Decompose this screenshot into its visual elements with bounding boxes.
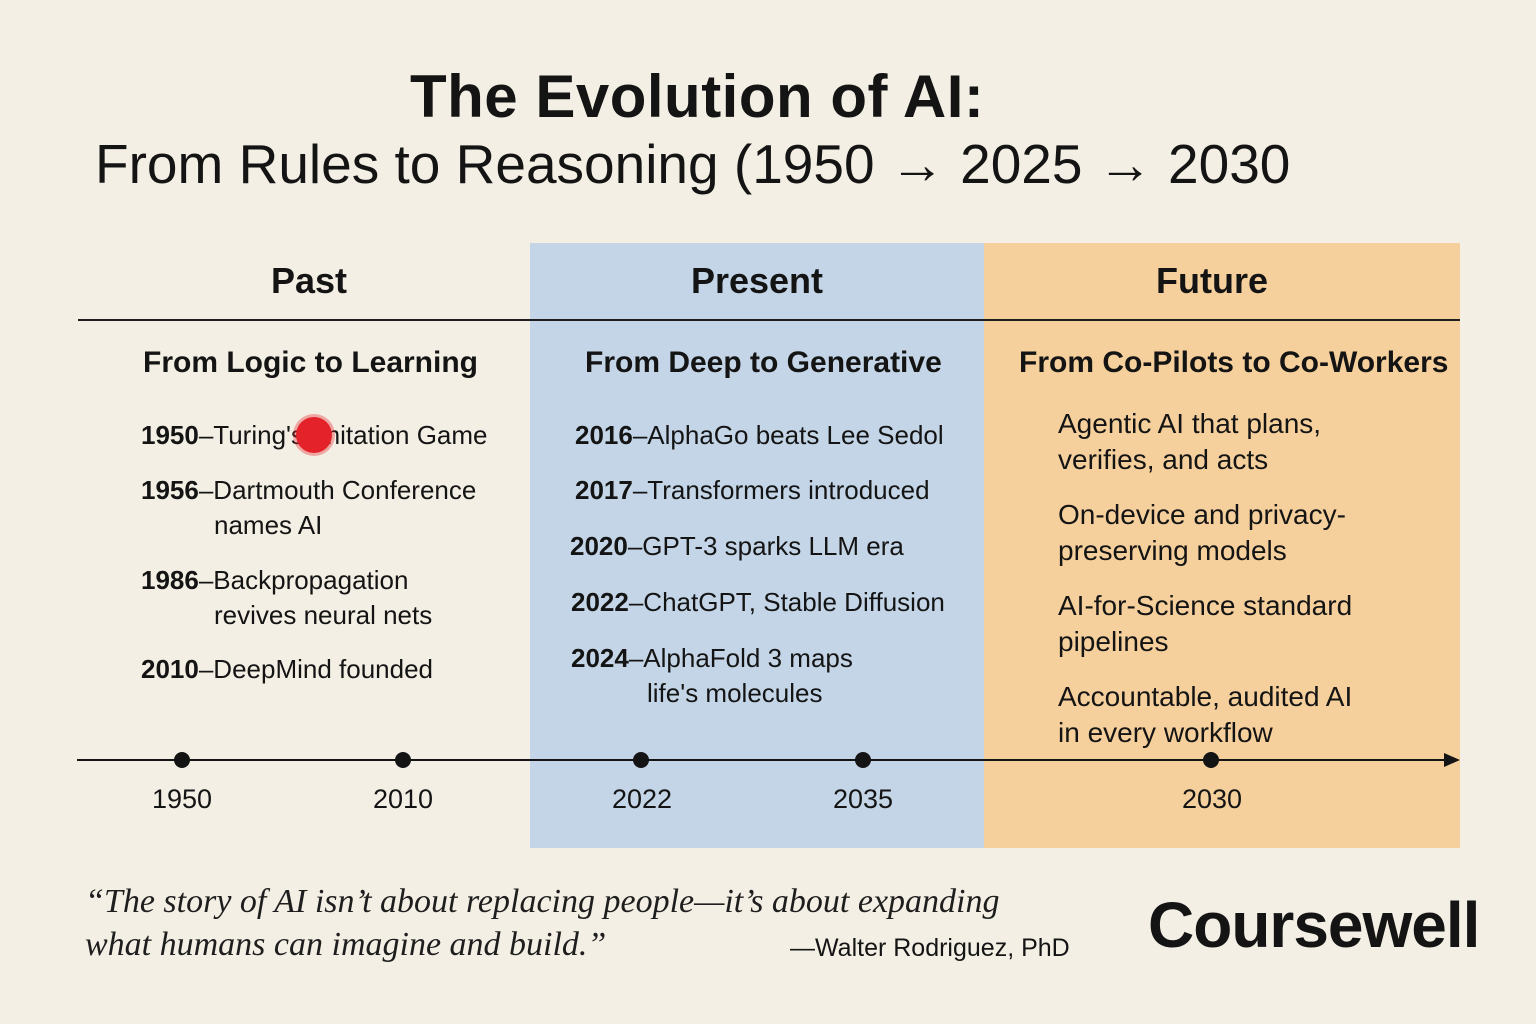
past-event: 1950–Turing's Imitation Game: [141, 418, 488, 453]
event-text: –AlphaGo beats Lee Sedol: [632, 420, 944, 450]
timeline-tick-label: 2030: [1181, 784, 1243, 814]
event-year: 2024: [571, 643, 629, 673]
future-item-line: pipelines: [1058, 626, 1169, 657]
page-title: The Evolution of AI:: [410, 63, 985, 130]
event-text: –Transformers introduced: [632, 475, 930, 505]
quote-line: what humans can imagine and build.”: [85, 926, 607, 963]
past-event: 2010–DeepMind founded: [141, 652, 433, 687]
past-event: 1956–Dartmouth Conference names AI: [141, 473, 476, 543]
past-panel: [78, 243, 530, 848]
quote-author: —Walter Rodriguez, PhD: [790, 934, 1070, 962]
future-item-line: Agentic AI that plans,: [1058, 408, 1322, 439]
event-text: –DeepMind founded: [198, 654, 434, 684]
event-year: 2017: [575, 475, 633, 505]
timeline-tick-label: 1950: [151, 784, 213, 814]
past-subtitle: From Logic to Learning: [143, 346, 478, 379]
future-subtitle: From Co-Pilots to Co-Workers: [1019, 346, 1449, 379]
event-text: –Backpropagation: [198, 565, 409, 595]
event-year: 1956: [141, 475, 199, 505]
event-text-cont: names AI: [214, 510, 323, 540]
event-year: 1950: [141, 420, 199, 450]
event-year: 2022: [571, 587, 629, 617]
arrow-right-icon: [1444, 753, 1460, 767]
event-year: 2010: [141, 654, 199, 684]
event-text: –GPT-3 sparks LLM era: [627, 531, 904, 561]
event-text: –Turing's Imitation Game: [198, 420, 488, 450]
quote-line: “The story of AI isn’t about replacing p…: [85, 883, 1000, 920]
event-text-cont: revives neural nets: [214, 600, 433, 630]
past-event: 1986–Backpropagation revives neural nets: [141, 563, 432, 633]
event-text-cont: life's molecules: [647, 678, 823, 708]
present-subtitle: From Deep to Generative: [585, 346, 942, 379]
future-item-line: preserving models: [1058, 535, 1287, 566]
future-item-line: Accountable, audited AI: [1058, 681, 1353, 712]
present-panel: [530, 243, 984, 848]
future-item-line: AI-for-Science standard: [1058, 590, 1353, 621]
event-year: 1986: [141, 565, 199, 595]
timeline-dot: [855, 752, 871, 768]
future-panel: [984, 243, 1460, 848]
timeline-dot: [633, 752, 649, 768]
future-heading: Future: [1156, 260, 1268, 301]
present-event: 2017–Transformers introduced: [575, 473, 930, 508]
future-item: On-device and privacy- preserving models: [1058, 497, 1346, 569]
present-event: 2022–ChatGPT, Stable Diffusion: [571, 585, 945, 620]
present-event: 2024–AlphaFold 3 maps life's molecules: [571, 641, 853, 711]
timeline-tick-label: 2022: [611, 784, 673, 814]
present-event: 2016–AlphaGo beats Lee Sedol: [575, 418, 944, 453]
event-year: 2020: [570, 531, 628, 561]
timeline-axis: [77, 759, 1447, 761]
timeline-dot: [174, 752, 190, 768]
future-item: Agentic AI that plans, verifies, and act…: [1058, 406, 1321, 478]
event-text: –AlphaFold 3 maps: [628, 643, 853, 673]
future-item-line: in every workflow: [1058, 717, 1273, 748]
brand-logo: Coursewell: [1148, 889, 1480, 961]
quote: “The story of AI isn’t about replacing p…: [85, 880, 1000, 966]
future-item: Accountable, audited AI in every workflo…: [1058, 679, 1352, 751]
timeline-dot: [395, 752, 411, 768]
future-item: AI-for-Science standard pipelines: [1058, 588, 1352, 660]
event-text: –Dartmouth Conference: [198, 475, 477, 505]
timeline-tick-label: 2010: [372, 784, 434, 814]
future-item-line: On-device and privacy-: [1058, 499, 1346, 530]
future-item-line: verifies, and acts: [1058, 444, 1269, 475]
red-marker-icon: [296, 417, 332, 453]
timeline-dot: [1203, 752, 1219, 768]
present-event: 2020–GPT-3 sparks LLM era: [570, 529, 904, 564]
past-heading: Past: [270, 260, 348, 301]
present-heading: Present: [690, 260, 824, 301]
event-text: –ChatGPT, Stable Diffusion: [628, 587, 945, 617]
page-subtitle: From Rules to Reasoning (1950 → 2025 → 2…: [95, 133, 1291, 195]
timeline-tick-label: 2035: [832, 784, 894, 814]
header-divider: [78, 319, 1460, 321]
event-year: 2016: [575, 420, 633, 450]
